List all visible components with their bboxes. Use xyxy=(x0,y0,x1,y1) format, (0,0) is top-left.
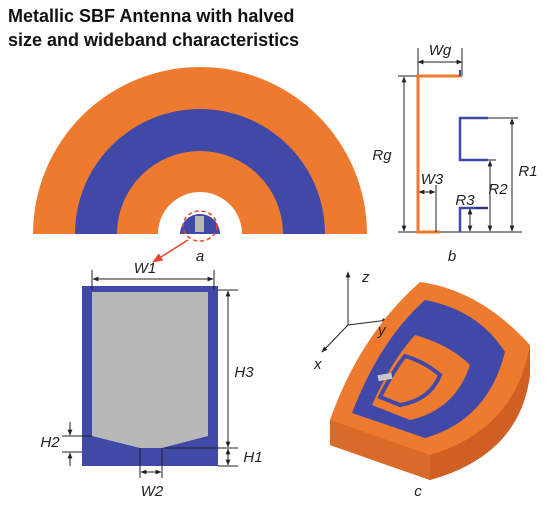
axis-label: x xyxy=(313,356,322,373)
panel-label: b xyxy=(448,248,456,265)
panel-a xyxy=(33,67,367,263)
dimension-label: H3 xyxy=(234,364,254,381)
dimension-label: R3 xyxy=(455,192,475,209)
dimension-label: H2 xyxy=(40,434,60,451)
dimension-label: W3 xyxy=(421,171,444,188)
title-line: Metallic SBF Antenna with halved xyxy=(8,6,294,26)
panel-c xyxy=(321,271,530,480)
dimension-label: Rg xyxy=(372,147,392,164)
feed-detail xyxy=(62,270,238,478)
dimension-label: H1 xyxy=(243,449,262,466)
dimension-label: W1 xyxy=(134,260,157,277)
axis-label: y xyxy=(377,322,387,339)
dimension-label: R1 xyxy=(518,163,537,180)
axis-label: z xyxy=(361,269,370,286)
title-line: size and wideband characteristics xyxy=(8,30,299,50)
dimension-label: Wg xyxy=(429,42,452,59)
panel-b xyxy=(398,48,522,234)
panel-label: a xyxy=(196,248,204,265)
dimension-label: R2 xyxy=(488,181,508,198)
dimension-label: W2 xyxy=(141,483,164,500)
panel-label: c xyxy=(414,483,422,500)
